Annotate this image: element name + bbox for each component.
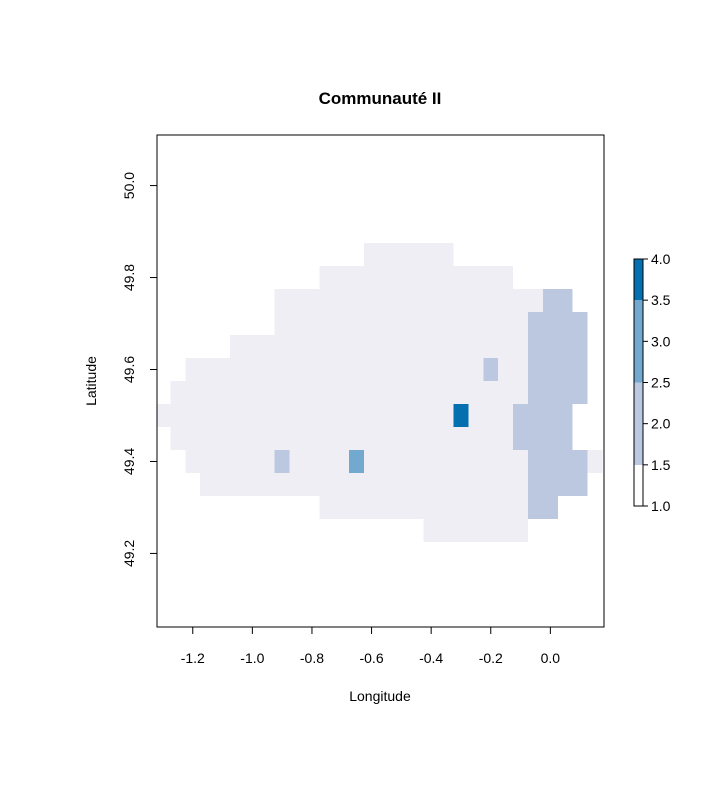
heatmap-cell [274, 450, 290, 473]
heatmap-cell [185, 358, 484, 381]
heatmap-cell [349, 450, 365, 473]
colorbar-band [634, 464, 643, 506]
heatmap-cell [453, 404, 469, 427]
heatmap-cell [513, 427, 573, 450]
heatmap-cell [200, 473, 528, 496]
heatmap-cell [528, 496, 558, 519]
heatmap-cells [157, 243, 603, 542]
x-tick-label: -0.8 [300, 650, 324, 666]
colorbar-tick-label: 1.5 [651, 457, 671, 473]
colorbar-tick-label: 3.5 [651, 292, 671, 308]
x-axis: -1.2 -1.0 -0.8 -0.6 -0.4 -0.2 0.0 [181, 627, 561, 666]
y-tick-label: 49.4 [121, 448, 137, 475]
heatmap-cell [528, 450, 588, 473]
colorbar-tick-label: 4.0 [651, 251, 671, 267]
y-axis-label: Latitude [83, 356, 99, 406]
x-tick-label: -1.0 [240, 650, 264, 666]
heatmap-cell [483, 358, 499, 381]
x-tick-label: -0.6 [359, 650, 383, 666]
heatmap-cell [528, 358, 588, 381]
x-tick-label: -1.2 [181, 650, 205, 666]
y-tick-label: 50.0 [121, 172, 137, 199]
heatmap-cell [319, 266, 514, 289]
heatmap-cell [513, 404, 573, 427]
chart-title: Communauté II [319, 89, 442, 108]
x-tick-label: -0.2 [479, 650, 503, 666]
y-tick-label: 49.6 [121, 356, 137, 383]
heatmap-cell [230, 335, 528, 358]
heatmap-cell [364, 243, 454, 267]
y-axis: 49.2 49.4 49.6 49.8 50.0 [121, 172, 157, 567]
colorbar-tick-label: 3.0 [651, 333, 671, 349]
plot-frame [156, 134, 605, 628]
heatmap-cell [274, 289, 543, 312]
heatmap-cell [528, 335, 588, 358]
heatmap-cell [274, 312, 528, 335]
heatmap-cell [364, 450, 528, 473]
heatmap-cell [528, 473, 588, 496]
colorbar-tick-label: 2.0 [651, 416, 671, 432]
heatmap-cell [289, 450, 350, 473]
heatmap-cell [423, 518, 528, 542]
colorbar-tick-label: 2.5 [651, 375, 671, 391]
heatmap-cell [498, 358, 528, 381]
heatmap-cell [185, 450, 275, 473]
x-tick-label: -0.4 [419, 650, 443, 666]
colorbar-tick-label: 1.0 [651, 498, 671, 514]
heatmap-cell [319, 496, 528, 519]
heatmap-cell [542, 289, 573, 312]
colorbar-band [634, 300, 643, 383]
heatmap-cell [528, 312, 588, 335]
x-tick-label: 0.0 [541, 650, 561, 666]
colorbar-legend: 1.0 1.5 2.0 2.5 3.0 3.5 4.0 [633, 251, 671, 514]
colorbar-band [634, 382, 643, 465]
heatmap-cell [528, 381, 588, 404]
y-tick-label: 49.8 [121, 264, 137, 291]
heatmap-cell [157, 404, 454, 427]
x-axis-label: Longitude [349, 688, 411, 704]
heatmap-cell [468, 404, 514, 427]
heatmap-cell [587, 450, 603, 473]
colorbar-band [634, 259, 643, 301]
heatmap-cell [170, 381, 528, 404]
y-tick-label: 49.2 [121, 540, 137, 567]
heatmap-cell [170, 427, 514, 450]
